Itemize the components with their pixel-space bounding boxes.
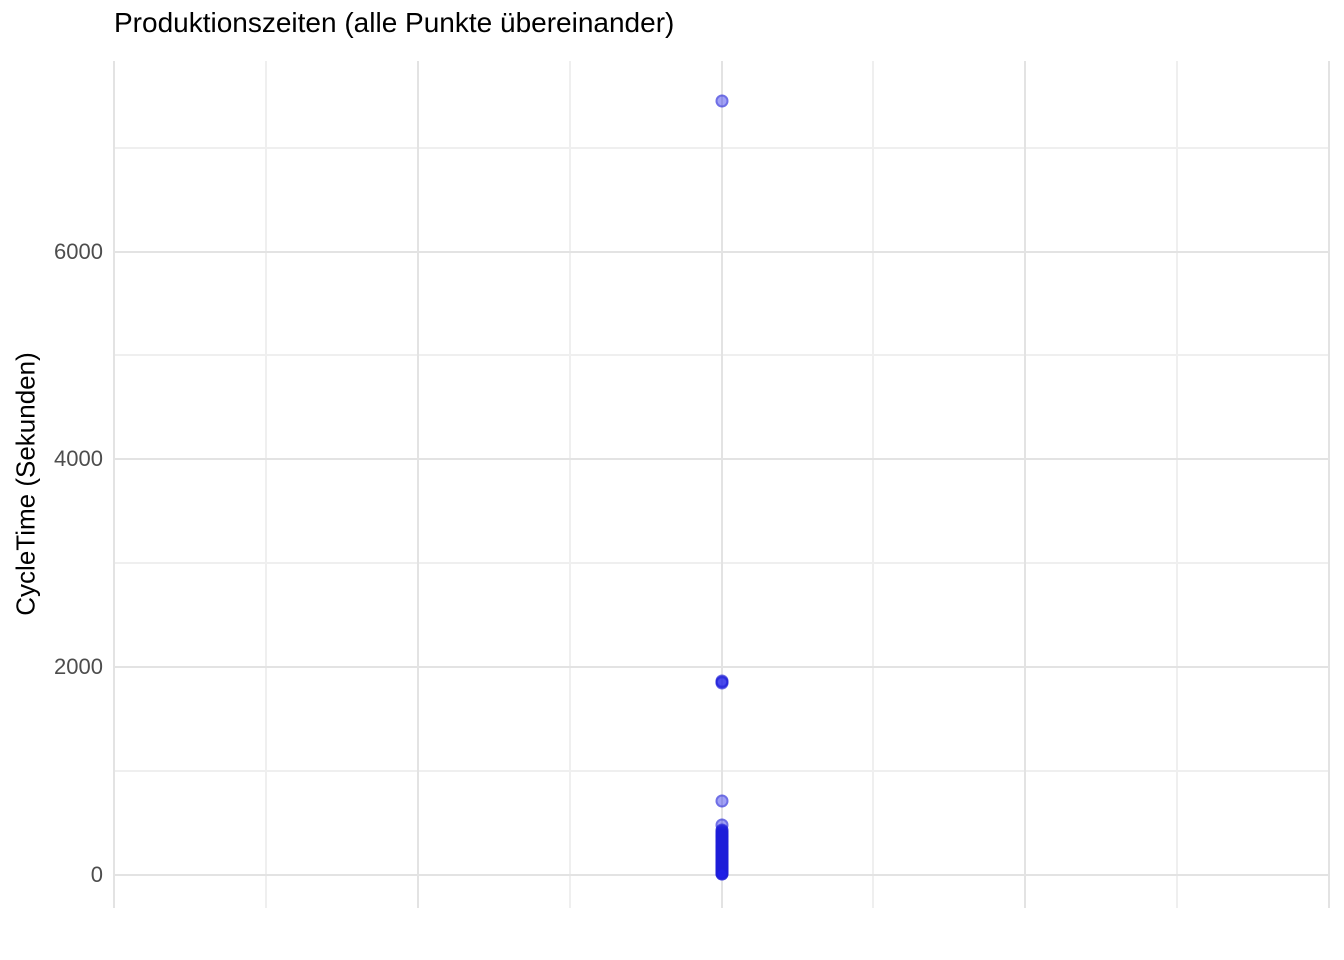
x-minor-gridline bbox=[1176, 61, 1179, 908]
y-axis-title: CycleTime (Sekunden) bbox=[10, 352, 41, 616]
x-major-gridline bbox=[113, 61, 115, 908]
y-tick-label: 6000 bbox=[54, 238, 103, 264]
y-tick-label: 0 bbox=[90, 861, 103, 887]
x-minor-gridline bbox=[568, 61, 571, 908]
data-point bbox=[715, 867, 728, 881]
x-minor-gridline bbox=[872, 61, 875, 908]
x-major-gridline bbox=[1328, 61, 1330, 908]
data-point bbox=[715, 794, 728, 808]
x-major-gridline bbox=[1024, 61, 1027, 908]
data-point bbox=[715, 676, 728, 690]
y-tick-label: 2000 bbox=[54, 653, 103, 679]
plot-panel bbox=[113, 61, 1330, 908]
chart-title: Produktionszeiten (alle Punkte übereinan… bbox=[114, 7, 675, 38]
data-point bbox=[715, 94, 728, 108]
x-minor-gridline bbox=[264, 61, 267, 908]
x-major-gridline bbox=[416, 61, 419, 908]
x-major-gridline bbox=[720, 61, 723, 908]
y-tick-label: 4000 bbox=[54, 446, 103, 472]
